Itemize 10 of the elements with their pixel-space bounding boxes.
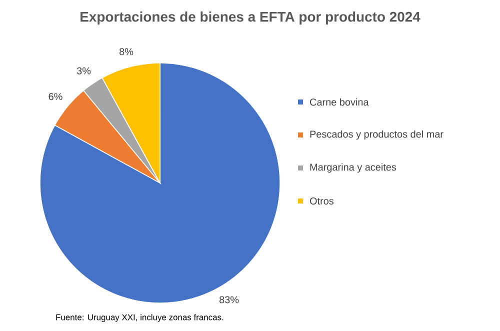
chart-title: Exportaciones de bienes a EFTA por producto 2024 bbox=[80, 11, 420, 24]
legend-label: Otros bbox=[310, 197, 334, 205]
data-label: 83% bbox=[220, 296, 239, 304]
data-label: 6% bbox=[48, 93, 62, 100]
data-label: 8% bbox=[120, 48, 134, 56]
legend-label: Carne bovina bbox=[310, 98, 369, 106]
legend-label: Margarina y aceites bbox=[310, 163, 396, 173]
legend-label: Pescados y productos del mar bbox=[310, 130, 444, 140]
source-note: Fuente: Uruguay XXI, incluye zonas francas. bbox=[56, 314, 224, 322]
data-label: 3% bbox=[76, 67, 91, 74]
